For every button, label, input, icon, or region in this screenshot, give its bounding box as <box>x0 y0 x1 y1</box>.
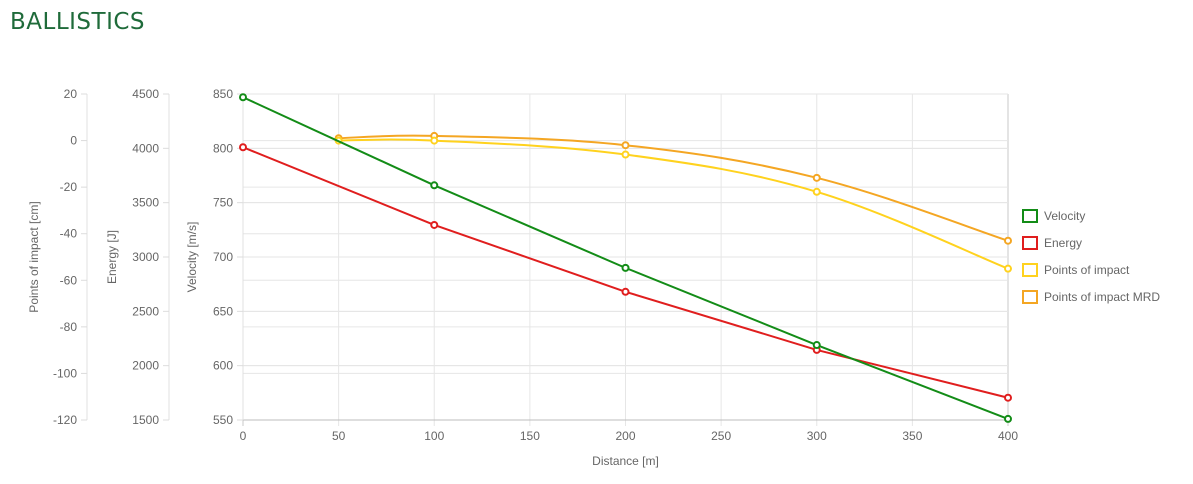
legend-label-energy: Energy <box>1044 236 1082 250</box>
y-tick-label-poi: 0 <box>70 134 77 148</box>
data-point-energy[interactable] <box>1004 393 1012 402</box>
y-axis-title-velocity: Velocity [m/s] <box>185 222 199 293</box>
data-point-velocity[interactable] <box>812 341 821 350</box>
y-tick-label-energy: 4000 <box>132 141 159 155</box>
y-tick-label-energy: 3000 <box>132 250 159 264</box>
data-point-energy[interactable] <box>430 220 439 229</box>
data-point-points-of-impact[interactable] <box>621 150 630 159</box>
legend-swatch-energy <box>1022 236 1038 250</box>
series-line-points-of-impact-mrd <box>337 134 1009 242</box>
y-tick-label-velocity: 750 <box>213 196 233 210</box>
y-tick-label-poi: -80 <box>60 320 78 334</box>
y-tick-label-velocity: 600 <box>213 359 233 373</box>
x-tick-label: 200 <box>615 429 635 443</box>
data-point-energy[interactable] <box>621 287 630 296</box>
legend-item-points-of-impact[interactable]: Points of impact <box>1022 263 1130 277</box>
y-tick-label-energy: 2000 <box>132 359 159 373</box>
data-point-velocity[interactable] <box>430 181 439 190</box>
legend-item-points-of-impact-mrd[interactable]: Points of impact MRD <box>1022 290 1160 304</box>
series-line-points-of-impact <box>337 138 1009 270</box>
y-tick-label-poi: -120 <box>53 413 77 427</box>
data-point-points-of-impact-mrd[interactable] <box>621 141 630 150</box>
data-point-points-of-impact-mrd[interactable] <box>812 173 821 182</box>
y-tick-label-poi: -100 <box>53 366 77 380</box>
y-tick-label-velocity: 650 <box>213 304 233 318</box>
legend-item-energy[interactable]: Energy <box>1022 236 1082 250</box>
data-point-points-of-impact[interactable] <box>812 187 821 196</box>
chart-grid <box>242 93 1009 426</box>
data-point-velocity[interactable] <box>1004 414 1012 423</box>
data-point-points-of-impact[interactable] <box>1004 264 1012 273</box>
y-tick-label-poi: -60 <box>60 273 78 287</box>
legend-item-velocity[interactable]: Velocity <box>1022 209 1085 223</box>
x-tick-label: 50 <box>332 429 346 443</box>
chart-axes: Distance [m] Points of impact [cm] Energ… <box>27 87 1018 468</box>
chart-series <box>239 93 1012 423</box>
y-tick-label-poi: -20 <box>60 180 78 194</box>
x-tick-label: 150 <box>520 429 540 443</box>
y-tick-label-energy: 2500 <box>132 304 159 318</box>
x-tick-label: 250 <box>711 429 731 443</box>
x-tick-label: 400 <box>998 429 1018 443</box>
y-tick-label-poi: 20 <box>64 87 78 101</box>
chart-legend: Velocity Energy Points of impact Points … <box>1022 209 1160 304</box>
data-point-points-of-impact[interactable] <box>430 136 439 145</box>
y-tick-label-velocity: 800 <box>213 141 233 155</box>
y-tick-label-velocity: 550 <box>213 413 233 427</box>
x-tick-label: 300 <box>807 429 827 443</box>
x-tick-label: 100 <box>424 429 444 443</box>
y-tick-label-energy: 3500 <box>132 196 159 210</box>
data-point-velocity[interactable] <box>239 93 247 102</box>
x-tick-label: 0 <box>240 429 247 443</box>
y-axis-title-energy: Energy [J] <box>105 230 119 284</box>
y-tick-label-energy: 1500 <box>132 413 159 427</box>
y-tick-label-energy: 4500 <box>132 87 159 101</box>
data-point-points-of-impact-mrd[interactable] <box>1004 236 1012 245</box>
y-tick-label-velocity: 700 <box>213 250 233 264</box>
legend-label-velocity: Velocity <box>1044 209 1085 223</box>
legend-swatch-velocity <box>1022 209 1038 223</box>
data-point-energy[interactable] <box>239 143 247 152</box>
legend-swatch-points-of-impact <box>1022 263 1038 277</box>
data-point-velocity[interactable] <box>621 263 630 272</box>
y-tick-label-poi: -40 <box>60 227 78 241</box>
y-tick-label-velocity: 850 <box>213 87 233 101</box>
legend-label-points-of-impact-mrd: Points of impact MRD <box>1044 290 1160 304</box>
x-axis-title: Distance [m] <box>592 454 659 468</box>
x-tick-label: 350 <box>902 429 922 443</box>
y-axis-title-points-of-impact: Points of impact [cm] <box>27 201 41 312</box>
page-title: BALLISTICS <box>10 9 146 35</box>
legend-swatch-points-of-impact-mrd <box>1022 290 1038 304</box>
legend-label-points-of-impact: Points of impact <box>1044 263 1130 277</box>
